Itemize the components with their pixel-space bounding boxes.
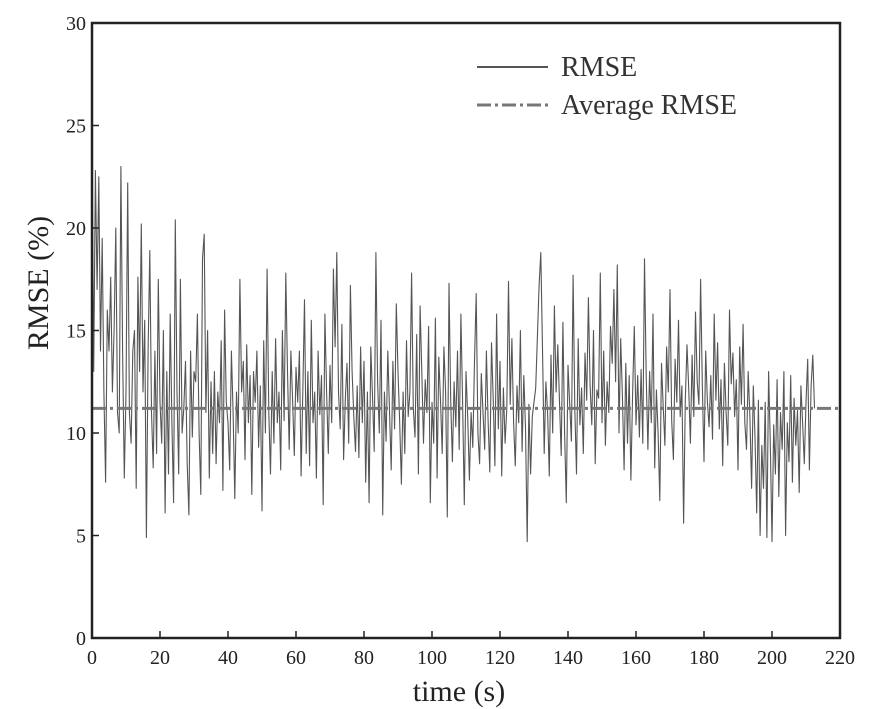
x-axis-title: time (s)	[413, 675, 505, 708]
x-tick-label: 60	[286, 647, 306, 669]
x-tick-label: 180	[689, 647, 719, 669]
x-tick-label: 200	[757, 647, 787, 669]
x-tick-label: 220	[825, 647, 855, 669]
plot-area	[91, 145, 840, 543]
y-axis: 0 5 10 15 20 25 30	[66, 13, 99, 650]
x-tick-label: 140	[553, 647, 583, 669]
legend-label-rmse: RMSE	[561, 52, 637, 83]
x-axis: 0 20 40 60 80 100 120 140 160 180 200 220	[87, 631, 855, 669]
y-tick-label: 5	[76, 526, 86, 548]
x-tick-label: 40	[218, 647, 238, 669]
y-tick-label: 10	[66, 423, 86, 445]
y-tick-label: 30	[66, 13, 86, 35]
legend-label-average-rmse: Average RMSE	[561, 90, 737, 121]
series-line-rmse	[91, 145, 816, 543]
x-tick-label: 120	[485, 647, 515, 669]
y-tick-label: 0	[76, 628, 86, 650]
y-tick-label: 20	[66, 218, 86, 240]
legend: RMSE Average RMSE	[477, 52, 737, 121]
x-tick-label: 100	[417, 647, 447, 669]
y-tick-label: 15	[66, 321, 86, 343]
x-tick-label: 20	[150, 647, 170, 669]
y-tick-label: 25	[66, 116, 86, 138]
x-tick-label: 0	[87, 647, 97, 669]
y-axis-title: RMSE (%)	[22, 216, 55, 350]
x-tick-label: 80	[354, 647, 374, 669]
x-tick-label: 160	[621, 647, 651, 669]
